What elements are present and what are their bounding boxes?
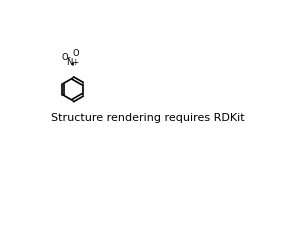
Text: O-: O- [62, 53, 72, 62]
Text: O: O [72, 49, 79, 58]
Text: N+: N+ [66, 58, 79, 67]
Text: Structure rendering requires RDKit: Structure rendering requires RDKit [51, 113, 245, 122]
